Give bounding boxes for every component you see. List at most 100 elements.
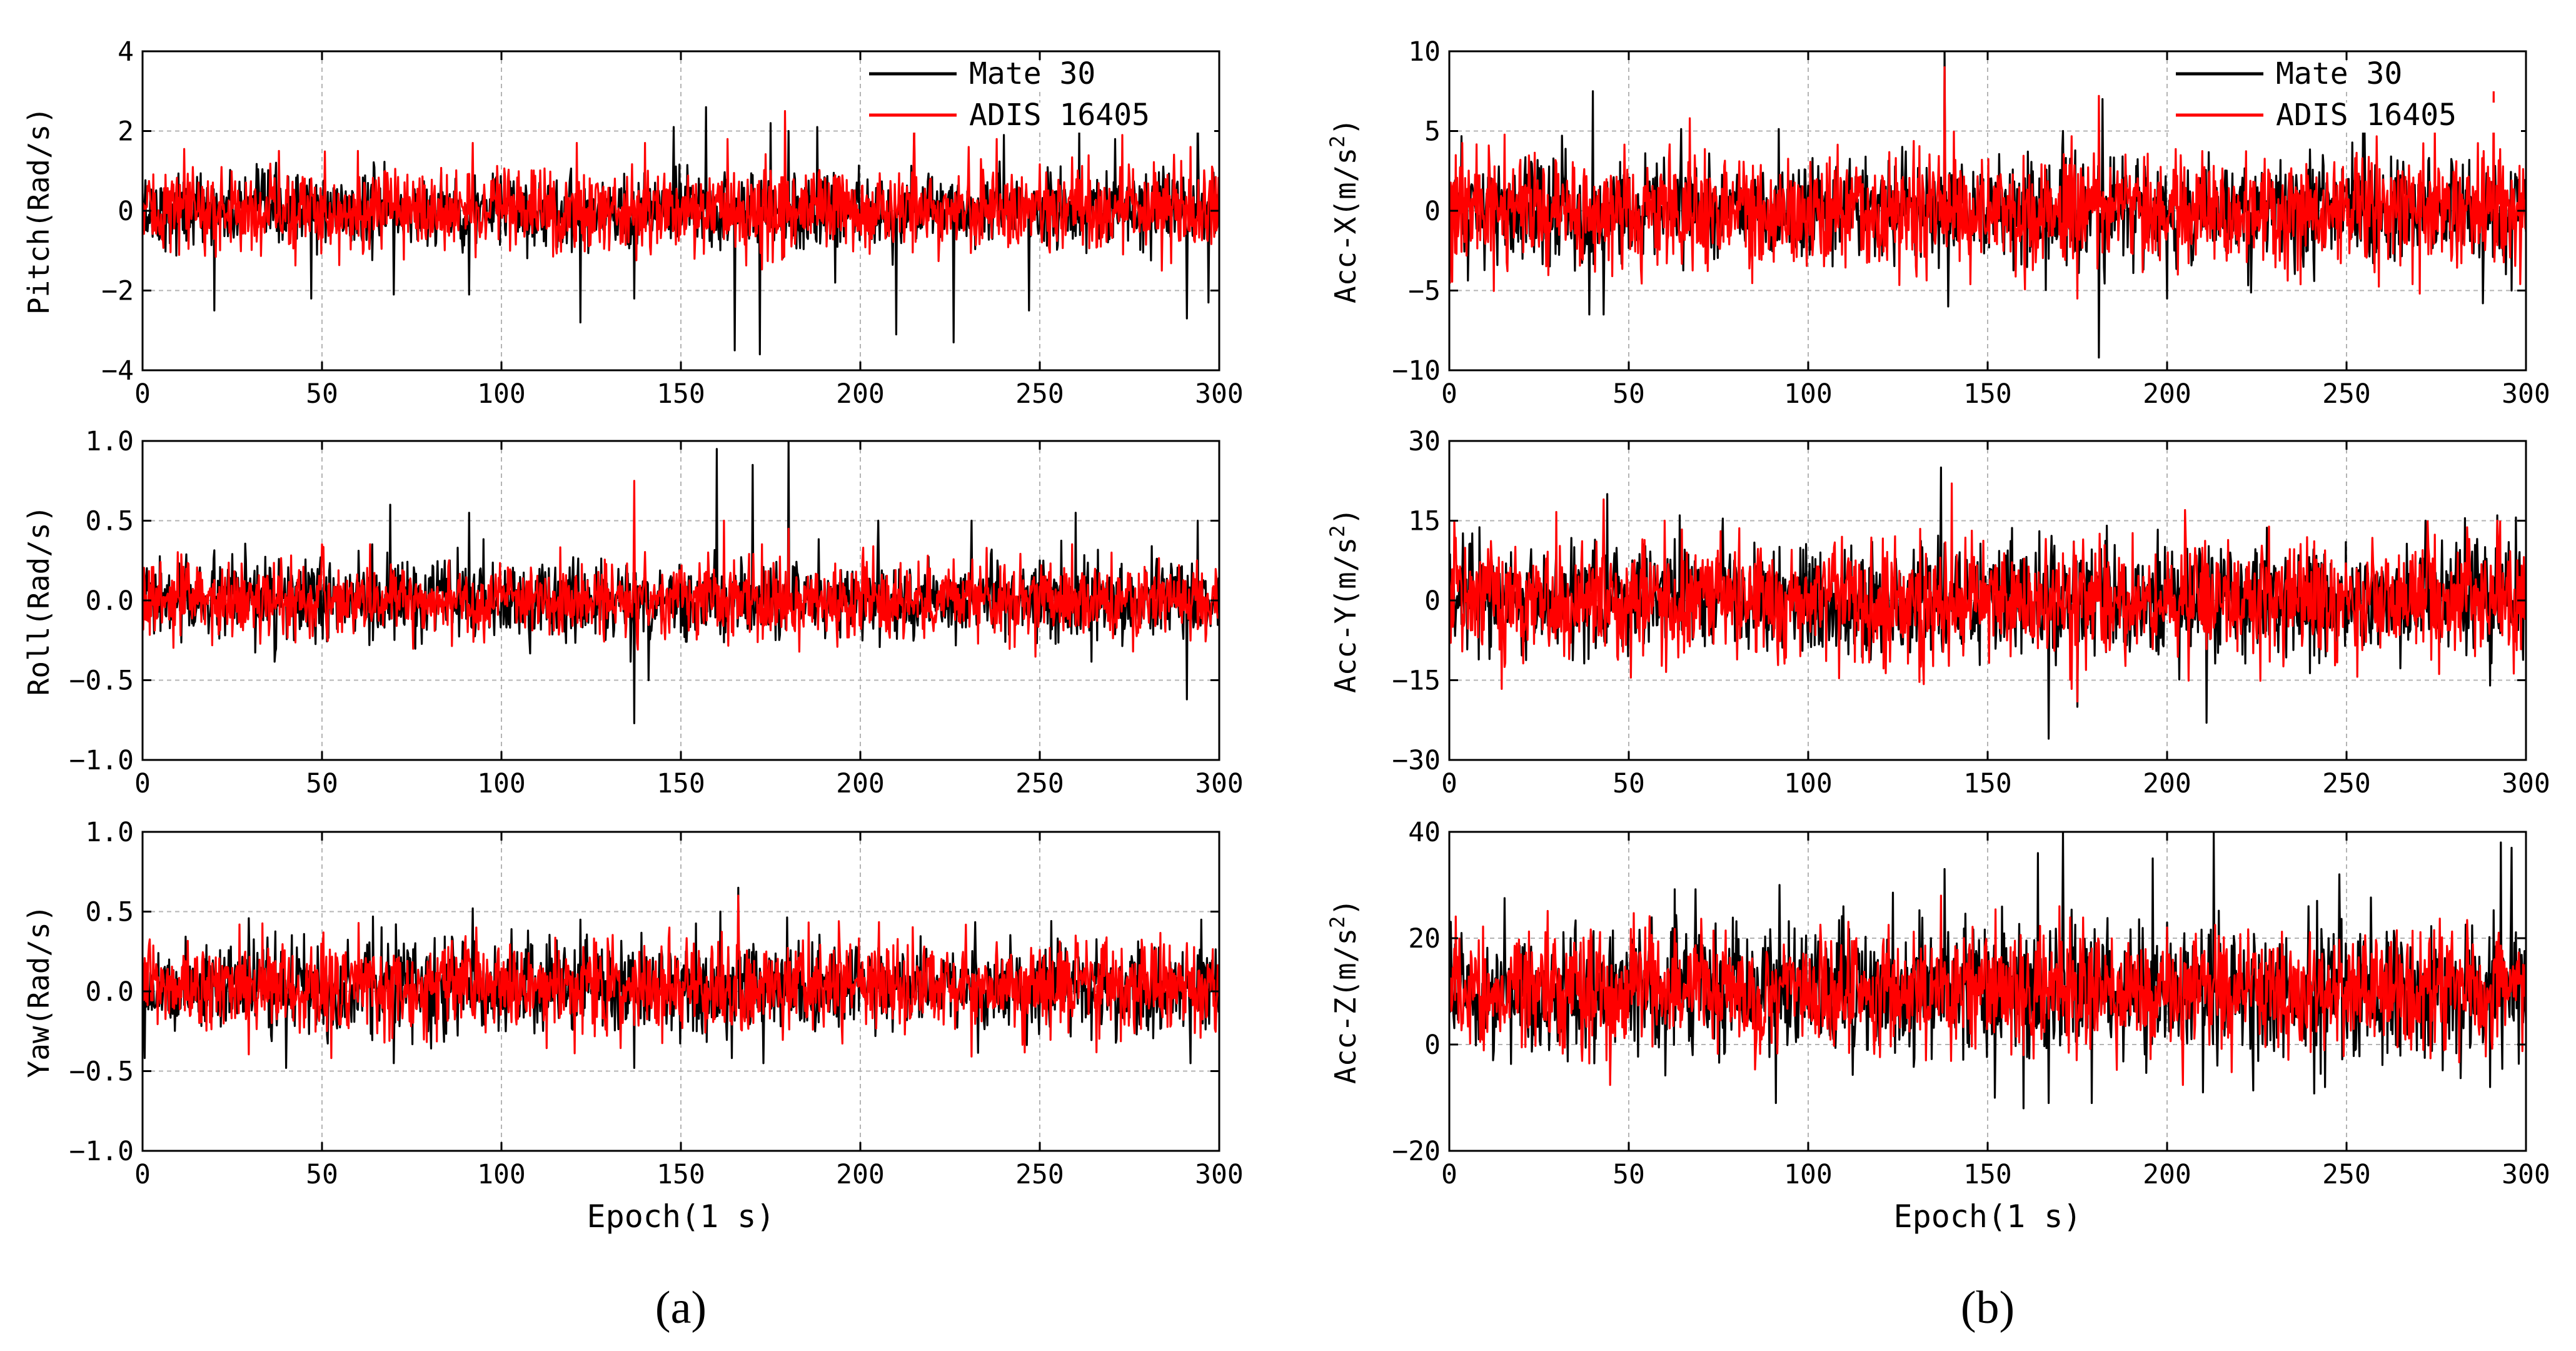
y-tick-label: 0.0	[85, 585, 134, 617]
y-axis-label-main: Acc-X(m/s	[1329, 148, 1362, 303]
chart-roll: 0 50 100 150 200 250 300 −1.0 −0.5 0.0 0.5 1.0 Roll(…	[22, 426, 1244, 799]
legend-bg	[864, 61, 1214, 91]
x-tick-label: 100	[1784, 768, 1833, 799]
y-tick-label: 10	[1408, 36, 1441, 68]
legend-entry: Mate 30	[969, 56, 1095, 91]
x-tick-label: 250	[1015, 768, 1064, 799]
y-tick-label: 0	[1424, 1030, 1441, 1061]
x-tick-label: 250	[1015, 378, 1064, 410]
x-tick-label: 100	[477, 768, 526, 799]
x-tick-label: 300	[1195, 378, 1244, 410]
x-tick-label: 0	[134, 768, 151, 799]
x-tick-label: 100	[1784, 378, 1833, 410]
legend: Mate 30 ADIS 16405	[864, 56, 1214, 133]
x-tick-label: 300	[1195, 1159, 1244, 1190]
y-axis-label-main: Acc-Z(m/s	[1329, 928, 1362, 1084]
chart-accy: 0 50 100 150 200 250 300 −30 −15 0 15 30 Acc-Y(m/s2)	[1326, 426, 2550, 799]
x-tick-label: 250	[1015, 1159, 1064, 1190]
x-tick-label: 100	[477, 1159, 526, 1190]
y-axis-label: Yaw(Rad/s)	[22, 905, 56, 1078]
series-line-adis16405	[1449, 894, 2526, 1086]
y-tick-label: −30	[1392, 745, 1441, 776]
x-tick-label: 150	[657, 1159, 705, 1190]
series-line-adis16405	[1449, 66, 2526, 300]
y-axis-label-end: )	[1329, 899, 1362, 916]
y-axis-label-end: )	[1329, 118, 1362, 136]
y-tick-label: −15	[1392, 665, 1441, 697]
y-axis-label: Acc-Z(m/s2)	[1326, 899, 1362, 1084]
y-tick-label: 40	[1408, 817, 1441, 848]
series-line-adis16405	[143, 110, 1219, 272]
x-axis-label: Epoch(1 s)	[1893, 1198, 2081, 1235]
y-tick-label: 30	[1408, 426, 1441, 457]
y-tick-label: −10	[1392, 355, 1441, 387]
chart-accz: 0 50 100 150 200 250 300−2002040Acc-Z(m/s2)Epo…	[1326, 817, 2550, 1235]
y-tick-label: −1.0	[69, 1136, 134, 1167]
x-tick-label: 150	[657, 768, 705, 799]
x-axis-label: Epoch(1 s)	[586, 1198, 775, 1235]
x-tick-label: 300	[2502, 768, 2550, 799]
x-tick-label: 200	[836, 1159, 885, 1190]
x-tick-label: 150	[1963, 1159, 2012, 1190]
y-tick-label: 4	[118, 36, 134, 68]
y-tick-label: 1.0	[85, 817, 134, 848]
x-tick-label: 0	[1441, 378, 1457, 410]
x-tick-label: 100	[1784, 1159, 1833, 1190]
y-tick-label: 0.5	[85, 506, 134, 537]
y-axis-label: Acc-X(m/s2)	[1326, 118, 1362, 303]
x-tick-label: 250	[2322, 768, 2371, 799]
x-tick-label: 300	[2502, 1159, 2550, 1190]
y-axis-label-main: Acc-Y(m/s	[1329, 537, 1362, 693]
y-axis-label: Acc-Y(m/s2)	[1326, 508, 1362, 693]
x-tick-label: 150	[1963, 768, 2012, 799]
x-tick-label: 50	[306, 768, 338, 799]
legend-entry: ADIS 16405	[969, 98, 1150, 133]
y-tick-label: 2	[118, 116, 134, 148]
y-tick-label: −20	[1392, 1136, 1441, 1167]
legend-entry: Mate 30	[2276, 56, 2402, 91]
series-line-adis16405	[1449, 482, 2526, 703]
chart-accx: 0 50 100 150 200 250 300 −10 −5 0 5 10 Acc-X(m/s2) Ma…	[1326, 36, 2550, 410]
y-tick-label: −2	[101, 276, 134, 307]
y-tick-label: −1.0	[69, 745, 134, 776]
x-tick-label: 300	[1195, 768, 1244, 799]
chart-yaw: 0 50 100 150 200 250 300 −1.0 −0.5 0.0 0.5 1.0 Yaw(R…	[22, 817, 1244, 1235]
x-tick-label: 200	[2143, 768, 2191, 799]
legend-bg	[864, 103, 1214, 133]
x-tick-label: 150	[1963, 378, 2012, 410]
legend-bg	[2171, 61, 2521, 91]
y-axis-label-superscript: 2	[1326, 916, 1349, 928]
y-tick-label: 0.0	[85, 976, 134, 1008]
legend-entry: ADIS 16405	[2276, 98, 2457, 133]
series-line-mate30	[1449, 832, 2526, 1110]
x-tick-label: 250	[2322, 378, 2371, 410]
x-tick-label: 50	[306, 1159, 338, 1190]
y-tick-label: 20	[1408, 923, 1441, 954]
legend: Mate 30 ADIS 16405	[2171, 56, 2521, 133]
x-tick-label: 50	[1613, 378, 1645, 410]
y-tick-label: −0.5	[69, 665, 134, 697]
x-tick-label: 250	[2322, 1159, 2371, 1190]
y-tick-label: 1.0	[85, 426, 134, 457]
panel-label-a: (a)	[655, 1282, 707, 1333]
x-tick-label: 50	[306, 378, 338, 410]
y-axis-label-end: )	[1329, 508, 1362, 525]
x-tick-label: 200	[836, 768, 885, 799]
x-tick-label: 100	[477, 378, 526, 410]
y-tick-label: 5	[1424, 116, 1441, 148]
x-tick-label: 200	[2143, 378, 2191, 410]
x-tick-label: 50	[1613, 768, 1645, 799]
y-tick-label: 15	[1408, 506, 1441, 537]
y-tick-label: 0	[1424, 196, 1441, 227]
x-tick-label: 0	[1441, 768, 1457, 799]
series-line-adis16405	[143, 480, 1219, 658]
y-tick-label: 0	[1424, 585, 1441, 617]
x-tick-label: 300	[2502, 378, 2550, 410]
legend-bg	[2171, 103, 2521, 133]
y-tick-label: 0	[118, 196, 134, 227]
x-tick-label: 50	[1613, 1159, 1645, 1190]
x-tick-label: 0	[134, 1159, 151, 1190]
y-axis-label: Roll(Rad/s)	[22, 505, 56, 696]
x-tick-label: 0	[134, 378, 151, 410]
x-tick-label: 200	[836, 378, 885, 410]
